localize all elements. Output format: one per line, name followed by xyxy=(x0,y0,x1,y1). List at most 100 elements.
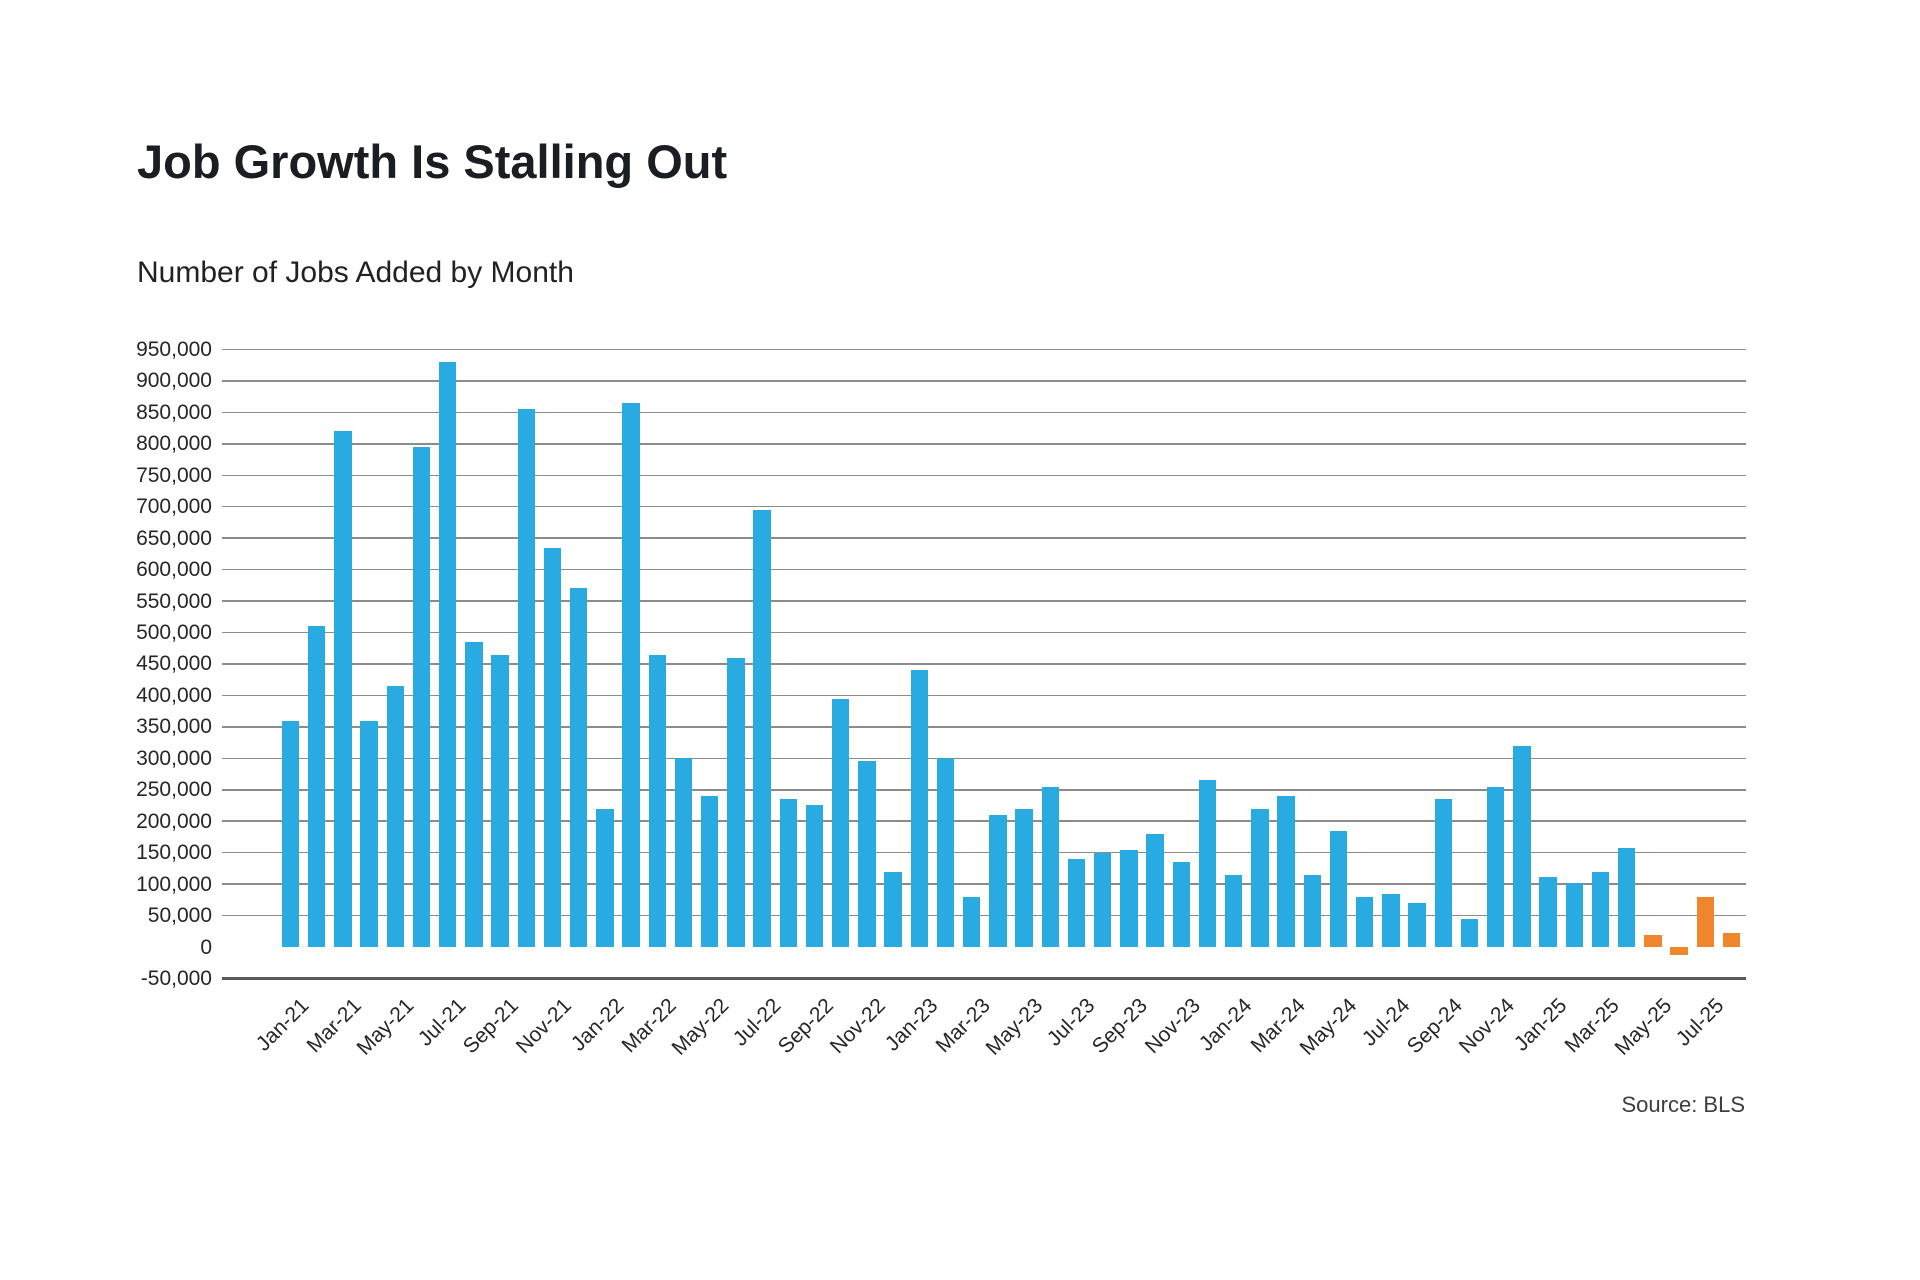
bar-Feb-23 xyxy=(936,758,955,947)
bar-Apr-21 xyxy=(360,720,378,947)
y-axis-tick-label: 850,000 xyxy=(136,400,212,424)
bar-Jan-21 xyxy=(281,720,300,947)
x-axis-tick-label: Jan-25 xyxy=(1509,994,1572,1056)
x-axis-tick-label: Jan-23 xyxy=(880,994,943,1056)
x-axis-tick-label: May-24 xyxy=(1295,994,1362,1060)
x-axis-tick-label: Sep-24 xyxy=(1402,994,1467,1059)
y-axis-tick-label: 950,000 xyxy=(136,337,212,361)
bar-Jan-22 xyxy=(596,808,614,947)
bar-Apr-22 xyxy=(674,758,693,947)
x-axis-tick-label: Sep-21 xyxy=(459,994,524,1059)
bar-Feb-24 xyxy=(1251,808,1269,947)
bar-Jun-25 xyxy=(1670,947,1688,956)
gridline xyxy=(222,380,1746,382)
x-axis-tick-label: Sep-22 xyxy=(773,994,838,1059)
x-axis-tick-label: Jul-25 xyxy=(1671,994,1729,1051)
bar-Oct-23 xyxy=(1146,833,1164,947)
x-axis-tick-label: Jan-22 xyxy=(566,994,629,1056)
bar-Aug-23 xyxy=(1093,852,1112,947)
x-axis-tick-label: Jan-24 xyxy=(1195,994,1257,1056)
bar-Mar-22 xyxy=(648,654,667,947)
bar-May-23 xyxy=(1015,808,1033,947)
bar-Apr-24 xyxy=(1303,874,1322,947)
x-axis-tick-label: Sep-23 xyxy=(1088,994,1153,1059)
chart-title: Job Growth Is Stalling Out xyxy=(137,135,728,188)
bar-Sep-22 xyxy=(805,805,824,947)
y-axis-tick-label: 100,000 xyxy=(136,872,212,896)
y-axis-tick-label: 200,000 xyxy=(136,809,212,833)
bar-Aug-25 xyxy=(1722,933,1741,947)
bar-Oct-24 xyxy=(1460,919,1479,947)
gridline xyxy=(222,348,1746,351)
bar-May-21 xyxy=(386,685,405,947)
bar-Dec-22 xyxy=(884,871,902,947)
gridline xyxy=(222,631,1746,634)
y-axis-tick-label: 250,000 xyxy=(136,778,212,802)
y-axis-tick-label: 300,000 xyxy=(136,746,212,770)
y-axis-tick-label: 600,000 xyxy=(136,558,212,582)
bar-May-22 xyxy=(700,796,719,947)
bar-Sep-23 xyxy=(1120,849,1138,947)
y-axis-tick-label: 700,000 xyxy=(136,495,212,519)
x-axis-tick-label: May-22 xyxy=(667,994,733,1060)
bar-May-25 xyxy=(1644,935,1662,947)
y-axis-tick-label: 50,000 xyxy=(147,904,212,928)
gridline xyxy=(222,600,1746,602)
gridline xyxy=(222,914,1746,917)
y-axis-tick-label: 750,000 xyxy=(136,463,212,487)
x-axis-tick-label: May-21 xyxy=(352,994,419,1060)
bar-Jun-21 xyxy=(412,446,431,947)
gridline xyxy=(222,694,1746,697)
y-axis-tick-label: 500,000 xyxy=(136,621,212,644)
x-axis-tick-label: Jan-21 xyxy=(252,994,314,1056)
gridline xyxy=(222,663,1746,665)
y-axis-tick-label: 450,000 xyxy=(136,652,212,676)
gridline xyxy=(222,411,1746,414)
gridline xyxy=(222,474,1746,476)
bar-Feb-25 xyxy=(1565,882,1584,947)
bar-Jul-21 xyxy=(438,362,457,947)
gridline xyxy=(222,726,1746,728)
y-axis-tick-label: 350,000 xyxy=(136,715,212,739)
bar-Jul-24 xyxy=(1382,893,1400,947)
y-axis-tick-label: 800,000 xyxy=(136,432,212,456)
bar-Oct-21 xyxy=(517,409,536,947)
bar-Oct-22 xyxy=(831,698,850,947)
gridline xyxy=(222,789,1746,791)
bar-Jul-25 xyxy=(1696,897,1715,947)
bar-Dec-23 xyxy=(1198,780,1217,947)
bar-Aug-24 xyxy=(1408,902,1426,947)
gridline xyxy=(222,568,1746,571)
bar-Mar-21 xyxy=(334,431,352,947)
bar-Jan-25 xyxy=(1539,877,1557,947)
x-axis-tick-label: May-25 xyxy=(1610,994,1677,1060)
x-axis-tick-label: Nov-22 xyxy=(826,994,891,1059)
bar-Apr-23 xyxy=(989,814,1007,947)
x-axis-tick-label: Nov-24 xyxy=(1454,994,1519,1059)
y-axis-tick-label: 400,000 xyxy=(136,683,212,707)
bar-Feb-22 xyxy=(622,402,640,947)
bar-Jan-24 xyxy=(1224,874,1243,947)
bar-Sep-24 xyxy=(1434,799,1453,947)
source-note: Source: BLS xyxy=(1621,1092,1745,1117)
bar-Nov-21 xyxy=(543,547,562,947)
bar-Aug-22 xyxy=(779,799,798,947)
x-axis-tick-label: May-23 xyxy=(981,994,1048,1060)
bar-Dec-24 xyxy=(1513,745,1531,947)
y-axis-tick-label: 550,000 xyxy=(136,589,212,613)
gridline xyxy=(222,883,1746,885)
gridline xyxy=(222,537,1746,539)
y-axis-tick-label: 900,000 xyxy=(136,369,212,393)
bar-Mar-24 xyxy=(1277,796,1295,947)
bar-Jun-22 xyxy=(727,657,745,947)
bar-Dec-21 xyxy=(569,588,588,947)
gridline xyxy=(222,757,1746,760)
x-axis-tick-label: Nov-23 xyxy=(1140,994,1205,1059)
bar-Feb-21 xyxy=(307,626,326,947)
bar-Mar-25 xyxy=(1591,871,1610,947)
bar-Aug-21 xyxy=(465,641,483,947)
y-axis-tick-label: -50,000 xyxy=(140,966,212,990)
bar-Mar-23 xyxy=(962,896,981,947)
